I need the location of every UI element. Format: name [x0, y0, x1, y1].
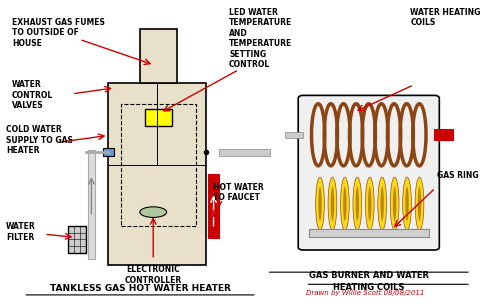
Bar [121, 104, 196, 226]
Ellipse shape [405, 186, 409, 221]
Ellipse shape [343, 186, 347, 221]
Bar [68, 226, 86, 253]
Bar [140, 29, 177, 83]
Bar [434, 129, 453, 140]
Ellipse shape [356, 186, 359, 221]
Bar [103, 148, 114, 156]
Text: TANKLESS GAS HOT WATER HEATER: TANKLESS GAS HOT WATER HEATER [50, 284, 231, 293]
Bar [208, 174, 220, 238]
Text: LED WATER
TEMPERATURE
AND
TEMPERATURE
SETTING
CONTROL: LED WATER TEMPERATURE AND TEMPERATURE SE… [229, 8, 292, 69]
Text: ELECTRONIC
CONTROLLER: ELECTRONIC CONTROLLER [124, 265, 182, 285]
Ellipse shape [341, 177, 349, 230]
FancyBboxPatch shape [298, 95, 439, 250]
Bar [309, 230, 429, 237]
Text: WATER
CONTROL
VALVES: WATER CONTROL VALVES [12, 80, 53, 110]
Text: COLD WATER
SUPPLY TO GAS
HEATER: COLD WATER SUPPLY TO GAS HEATER [6, 125, 73, 155]
Ellipse shape [403, 177, 411, 230]
Bar [109, 83, 206, 265]
Ellipse shape [393, 186, 396, 221]
Ellipse shape [353, 177, 362, 230]
Bar [220, 149, 270, 156]
Text: GAS BURNER AND WATER: GAS BURNER AND WATER [309, 271, 429, 280]
Text: Drawn by Willie Scott 08/08/2011: Drawn by Willie Scott 08/08/2011 [306, 290, 425, 296]
Ellipse shape [390, 177, 399, 230]
Ellipse shape [366, 177, 374, 230]
Text: WATER
FILTER: WATER FILTER [6, 222, 36, 241]
Ellipse shape [328, 177, 337, 230]
Bar [284, 132, 303, 138]
Text: GAS RING: GAS RING [437, 170, 479, 180]
Bar [145, 109, 172, 126]
Bar [88, 150, 95, 259]
Ellipse shape [331, 186, 334, 221]
Ellipse shape [368, 186, 372, 221]
Text: HEATING COILS: HEATING COILS [333, 283, 404, 292]
Ellipse shape [140, 207, 167, 218]
Ellipse shape [380, 186, 384, 221]
Text: EXHAUST GAS FUMES
TO OUTSIDE OF
HOUSE: EXHAUST GAS FUMES TO OUTSIDE OF HOUSE [12, 18, 105, 48]
Ellipse shape [418, 186, 421, 221]
Text: WATER HEATING
COILS: WATER HEATING COILS [410, 8, 481, 28]
Ellipse shape [378, 177, 386, 230]
Ellipse shape [316, 177, 324, 230]
Ellipse shape [318, 186, 322, 221]
Ellipse shape [415, 177, 424, 230]
Text: HOT WATER
TO FAUCET: HOT WATER TO FAUCET [213, 183, 264, 202]
